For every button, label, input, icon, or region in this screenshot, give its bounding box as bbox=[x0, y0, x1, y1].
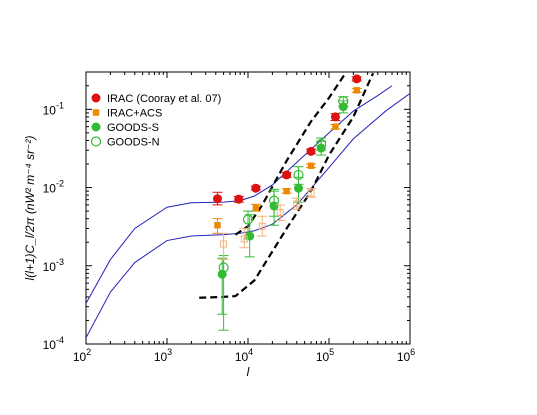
y-tick-label: 10-4 bbox=[43, 335, 64, 352]
irac-cooray-et-al-07-point bbox=[306, 146, 316, 156]
irac-cooray-et-al-07-point bbox=[282, 170, 292, 180]
legend-label-goods-n: GOODS-N bbox=[107, 137, 160, 149]
irac-acs-point bbox=[307, 162, 315, 169]
goods-n-point bbox=[293, 169, 304, 181]
irac-acs-point bbox=[353, 87, 360, 94]
y-axis-title: l(l+1)C_l/2π (nW² m⁻⁴ sr⁻²) bbox=[23, 136, 37, 281]
legend-marker-irac-acs bbox=[92, 109, 100, 116]
legend-marker-goods-n bbox=[90, 136, 102, 147]
legend-marker-irac-cooray-et-al-07 bbox=[91, 93, 101, 103]
series-4-point bbox=[276, 208, 284, 216]
x-tick-label: 105 bbox=[316, 347, 334, 364]
model-lines-layer bbox=[86, 72, 410, 339]
legend-label-irac-cooray-et-al-07: IRAC (Cooray et al. 07) bbox=[107, 93, 221, 105]
irac-cooray-et-al-07-point bbox=[330, 112, 340, 122]
goods-s-point bbox=[293, 183, 303, 193]
goods-n-point bbox=[268, 195, 280, 206]
model-curve-1 bbox=[86, 85, 393, 304]
goods-s-point bbox=[338, 102, 348, 112]
data-points-layer bbox=[212, 74, 362, 331]
goods-n-point bbox=[316, 138, 327, 150]
ticks-layer: 102 103 104 105 106 10-4 10-3 10-2 10-1 bbox=[43, 72, 415, 364]
legend-label-goods-s: GOODS-S bbox=[107, 122, 159, 134]
irac-acs-point bbox=[283, 187, 290, 195]
model-curve-2 bbox=[86, 92, 410, 339]
dashed-model-line-4 bbox=[199, 72, 375, 299]
irac-cooray-et-al-07-point bbox=[212, 194, 222, 204]
x-axis-title: l bbox=[247, 365, 250, 379]
goods-n-point bbox=[242, 214, 254, 225]
y-tick-label: 10-1 bbox=[43, 100, 64, 117]
y-tick-label: 10-2 bbox=[43, 179, 64, 196]
series-4-point bbox=[307, 189, 315, 197]
irac-acs-point bbox=[252, 204, 260, 212]
irac-cooray-et-al-07-point bbox=[251, 183, 261, 193]
x-tick-label: 102 bbox=[73, 347, 91, 364]
irac-acs-point bbox=[332, 123, 339, 130]
irac-cooray-et-al-07-point bbox=[234, 194, 244, 204]
x-tick-label: 106 bbox=[397, 347, 415, 364]
y-tick-label: 10-3 bbox=[43, 257, 64, 274]
x-tick-label: 103 bbox=[154, 347, 172, 364]
series-4-point bbox=[293, 200, 301, 208]
irac-acs-point bbox=[214, 222, 221, 229]
x-tick-label: 104 bbox=[235, 347, 253, 364]
series-4-point bbox=[240, 235, 248, 243]
goods-n-point bbox=[338, 96, 349, 107]
legend: IRAC (Cooray et al. 07) IRAC+ACS GOODS-S GO… bbox=[90, 93, 221, 149]
irac-cooray-et-al-07-point bbox=[352, 74, 362, 84]
series-4-point bbox=[220, 240, 228, 248]
goods-n-point bbox=[218, 262, 229, 273]
series-4-point bbox=[258, 222, 266, 230]
legend-marker-goods-s bbox=[91, 122, 101, 132]
legend-label-irac-acs: IRAC+ACS bbox=[107, 108, 162, 120]
